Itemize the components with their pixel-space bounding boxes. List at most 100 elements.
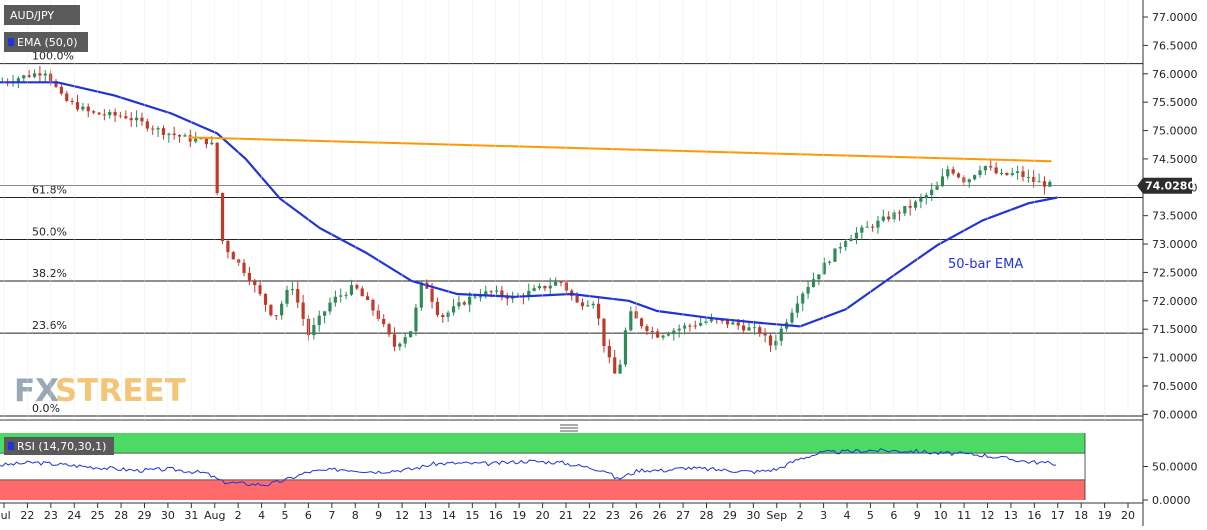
candle-body bbox=[54, 81, 58, 87]
candle-body bbox=[639, 318, 644, 327]
candle-body bbox=[1048, 181, 1052, 187]
x-tick-label: 4 bbox=[844, 509, 851, 522]
panel-resize-grip[interactable] bbox=[560, 424, 578, 432]
candle-body bbox=[317, 315, 321, 326]
candle-body bbox=[704, 321, 708, 323]
x-tick-label: 20 bbox=[1121, 509, 1135, 522]
candle-body bbox=[75, 102, 80, 110]
candle-body bbox=[956, 173, 961, 178]
candle-body bbox=[360, 288, 364, 297]
candle-body bbox=[134, 117, 139, 121]
candle-body bbox=[16, 78, 21, 82]
candle-body bbox=[242, 262, 246, 273]
x-tick-label: 16 bbox=[489, 509, 503, 522]
price-tick-label: 70.0000 bbox=[1152, 408, 1198, 421]
candle-body bbox=[188, 135, 192, 142]
x-tick-label: 9 bbox=[375, 509, 382, 522]
candle-body bbox=[548, 285, 552, 289]
candle-body bbox=[269, 304, 273, 316]
candle-body bbox=[231, 252, 235, 260]
x-tick-label: 25 bbox=[91, 509, 105, 522]
candle-body bbox=[758, 327, 762, 334]
candle-body bbox=[602, 318, 606, 346]
candle-body bbox=[468, 296, 472, 305]
x-tick-label: 18 bbox=[1074, 509, 1088, 522]
candle-body bbox=[1016, 171, 1020, 174]
candle-body bbox=[919, 198, 923, 202]
ema-label: EMA (50,0) bbox=[17, 36, 78, 49]
candle-body bbox=[1042, 181, 1047, 187]
candle-body bbox=[537, 285, 542, 289]
ema-50-line bbox=[0, 81, 1058, 328]
candle-body bbox=[1021, 171, 1025, 177]
candle-body bbox=[220, 193, 225, 242]
x-tick-label: 9 bbox=[914, 509, 921, 522]
x-tick-label: Sep bbox=[766, 509, 787, 522]
ema-annotation: 50-bar EMA bbox=[948, 257, 1023, 272]
candle-body bbox=[473, 296, 477, 298]
x-tick-label: 26 bbox=[653, 509, 667, 522]
candle-body bbox=[924, 195, 928, 199]
ema-tag[interactable]: EMA (50,0) bbox=[4, 32, 88, 52]
price-tick-label: 73.5000 bbox=[1152, 210, 1198, 223]
candle-body bbox=[935, 186, 939, 190]
candle-body bbox=[344, 294, 348, 296]
candle-body bbox=[177, 135, 182, 137]
fibonacci-levels: 100.0% 61.8% 50.0% 38.2% 23.6% 0.0% bbox=[0, 50, 1143, 417]
price-tick-label: 72.5000 bbox=[1152, 266, 1198, 279]
x-tick-label: 4 bbox=[258, 509, 265, 522]
candle-body bbox=[989, 166, 993, 168]
candle-body bbox=[532, 288, 536, 291]
x-tick-label: 12 bbox=[395, 509, 409, 522]
price-tick-label: 77.0000 bbox=[1152, 11, 1198, 24]
x-tick-label: 21 bbox=[559, 509, 573, 522]
candle-body bbox=[446, 312, 450, 318]
candle-body bbox=[827, 261, 832, 263]
x-tick-label: 30 bbox=[161, 509, 175, 522]
x-tick-label: 12 bbox=[981, 509, 995, 522]
rsi-tag[interactable]: RSI (14,70,30,1) bbox=[4, 437, 114, 455]
x-tick-label: 11 bbox=[957, 509, 971, 522]
candle-body bbox=[435, 301, 440, 315]
candle-body bbox=[645, 326, 649, 332]
candle-body bbox=[376, 310, 380, 319]
symbol-tag[interactable]: AUD/JPY bbox=[4, 5, 80, 25]
candle-body bbox=[199, 138, 203, 140]
candle-body bbox=[129, 118, 133, 121]
candle-body bbox=[967, 179, 971, 183]
candle-body bbox=[118, 115, 123, 117]
candle-body bbox=[983, 166, 987, 171]
candle-body bbox=[451, 306, 456, 313]
candle-body bbox=[296, 289, 300, 303]
candle-body bbox=[462, 302, 466, 305]
candle-body bbox=[742, 325, 746, 331]
x-tick-label: 19 bbox=[512, 509, 526, 522]
watermark-fx: FX bbox=[14, 373, 59, 409]
candle-body bbox=[736, 322, 740, 326]
x-tick-label: 28 bbox=[700, 509, 714, 522]
candle-body bbox=[92, 111, 96, 113]
x-tick-label: Aug bbox=[204, 509, 225, 522]
x-tick-label: 5 bbox=[282, 509, 289, 522]
price-tick-label: 76.0000 bbox=[1152, 68, 1198, 81]
candle-body bbox=[865, 226, 869, 228]
candle-body bbox=[650, 331, 654, 333]
candle-body bbox=[682, 325, 687, 329]
candle-body bbox=[140, 117, 144, 122]
price-y-axis: 77.0000 76.5000 76.0000 75.5000 75.0000 74.50… bbox=[1143, 11, 1198, 421]
x-tick-label: 17 bbox=[1051, 509, 1065, 522]
candle-body bbox=[371, 299, 375, 311]
candle-body bbox=[27, 75, 31, 77]
rsi-tick-label: 50.0000 bbox=[1152, 461, 1198, 474]
x-tick-label: 14 bbox=[442, 509, 456, 522]
candle-body bbox=[661, 335, 665, 338]
candle-body bbox=[656, 331, 660, 338]
candle-body bbox=[774, 340, 778, 346]
candle-body bbox=[204, 138, 209, 145]
resistance-trendline bbox=[188, 136, 1052, 163]
x-tick-label: 22 bbox=[20, 509, 34, 522]
candle-body bbox=[263, 293, 268, 305]
candle-body bbox=[247, 272, 252, 282]
rsi-panel: 50.0000 0.0000 bbox=[0, 433, 1198, 507]
candle-body bbox=[1005, 172, 1009, 175]
